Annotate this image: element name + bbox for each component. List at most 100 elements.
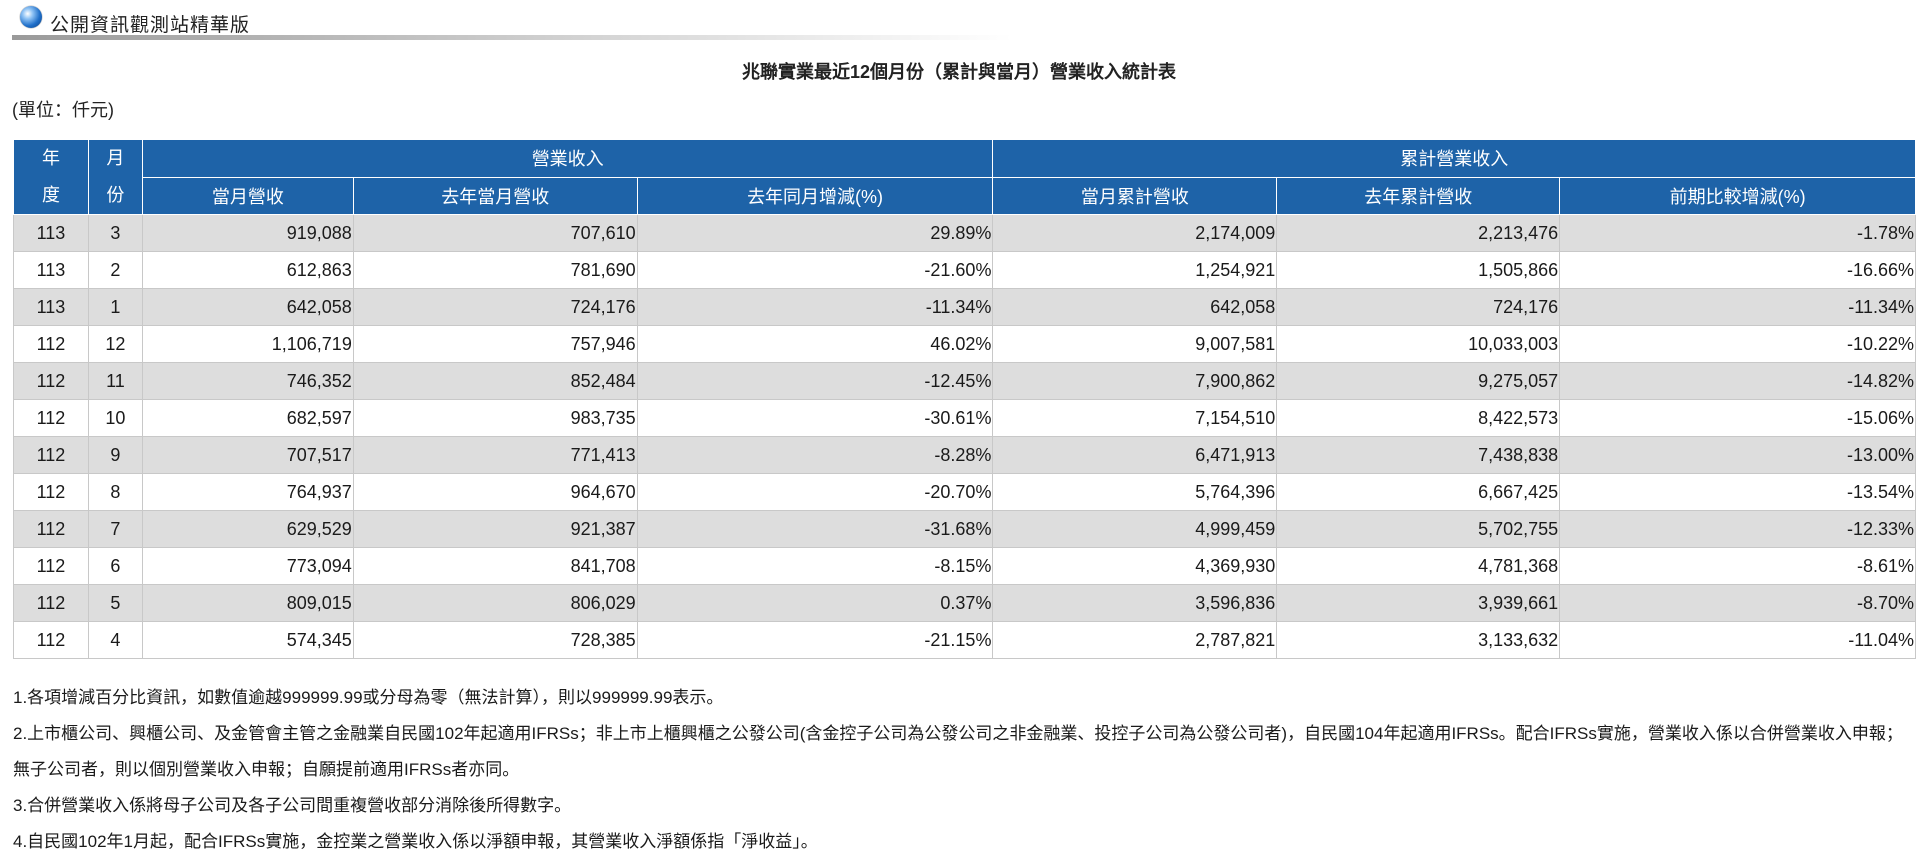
note-item: 2.上市櫃公司、興櫃公司、及金管會主管之金融業自民國102年起適用IFRSs；非… <box>13 724 1903 779</box>
year-cell: 113 <box>13 251 89 289</box>
year-cell: 112 <box>13 325 89 363</box>
cumulative-change-cell: -10.22% <box>1559 325 1916 363</box>
last-year-cumulative-revenue-cell: 6,667,425 <box>1276 473 1561 511</box>
revenue-group-header: 營業收入 <box>141 139 994 178</box>
cumulative-change-cell: -8.70% <box>1559 584 1916 622</box>
cumulative-revenue-cell: 642,058 <box>992 288 1278 326</box>
last-year-monthly-revenue-cell: 771,413 <box>352 436 638 474</box>
table-row: 112 6 773,094 841,708 -8.15% 4,369,930 4,781,3… <box>13 547 1916 585</box>
month-cell: 7 <box>87 510 143 548</box>
last-year-monthly-revenue-cell: 781,690 <box>352 251 638 289</box>
table-row: 112 10 682,597 983,735 -30.61% 7,154,510 8,422… <box>13 399 1916 437</box>
year-cell: 112 <box>13 584 89 622</box>
globe-icon <box>20 6 42 28</box>
last-year-monthly-revenue-cell: 757,946 <box>352 325 638 363</box>
year-cell: 112 <box>13 399 89 437</box>
note-item: 3.合併營業收入係將母子公司及各子公司間重複營收部分消除後所得數字。 <box>13 796 572 815</box>
table-header-row-1: 年度 月份 營業收入 累計營業收入 <box>13 139 1916 215</box>
year-header-label: 年度 <box>41 148 60 205</box>
last-year-cumulative-revenue-cell: 1,505,866 <box>1276 251 1561 289</box>
site-title: 公開資訊觀測站精華版 <box>50 15 251 36</box>
cumulative-revenue-cell: 7,900,862 <box>992 362 1278 400</box>
month-cell: 10 <box>87 399 143 437</box>
month-cell: 8 <box>87 473 143 511</box>
table-row: 112 11 746,352 852,484 -12.45% 7,900,862 9,275… <box>13 362 1916 400</box>
table-header-row-2: 當月營收 去年當月營收 去年同月增減(%) 當月累計營收 去年累計營收 前期比較… <box>14 176 1916 215</box>
cumulative-group-header: 累計營業收入 <box>992 139 1916 178</box>
monthly-change-cell: -11.34% <box>636 288 994 326</box>
column-header: 去年當月營收 <box>352 176 638 215</box>
monthly-revenue-cell: 642,058 <box>141 288 354 326</box>
monthly-change-cell: 29.89% <box>636 214 994 252</box>
year-cell: 112 <box>13 547 89 585</box>
header-divider <box>12 35 1012 40</box>
monthly-change-cell: -12.45% <box>636 362 994 400</box>
monthly-revenue-cell: 629,529 <box>141 510 354 548</box>
cumulative-revenue-cell: 2,787,821 <box>992 621 1278 659</box>
last-year-cumulative-revenue-cell: 10,033,003 <box>1276 325 1561 363</box>
cumulative-change-cell: -13.00% <box>1559 436 1916 474</box>
year-cell: 113 <box>13 214 89 252</box>
year-cell: 112 <box>13 362 89 400</box>
year-header: 年度 <box>13 139 89 215</box>
cumulative-revenue-cell: 5,764,396 <box>992 473 1278 511</box>
monthly-revenue-cell: 746,352 <box>141 362 354 400</box>
year-cell: 113 <box>13 288 89 326</box>
table-row: 112 5 809,015 806,029 0.37% 3,596,836 3,939,66… <box>13 584 1916 622</box>
cumulative-revenue-cell: 7,154,510 <box>992 399 1278 437</box>
table-body: 113 3 919,088 707,610 29.89% 2,174,009 2,213,4… <box>13 214 1916 659</box>
table-row: 113 2 612,863 781,690 -21.60% 1,254,921 1,505,… <box>13 251 1916 289</box>
table-row: 112 12 1,106,719 757,946 46.02% 9,007,581 10,0… <box>13 325 1916 363</box>
cumulative-revenue-cell: 6,471,913 <box>992 436 1278 474</box>
last-year-cumulative-revenue-cell: 2,213,476 <box>1276 214 1561 252</box>
table-row: 113 3 919,088 707,610 29.89% 2,174,009 2,213,4… <box>13 214 1916 252</box>
last-year-monthly-revenue-cell: 983,735 <box>352 399 638 437</box>
year-cell: 112 <box>13 436 89 474</box>
year-cell: 112 <box>13 473 89 511</box>
monthly-change-cell: -8.28% <box>636 436 994 474</box>
column-header: 去年同月增減(%) <box>636 176 994 215</box>
column-header: 當月累計營收 <box>992 176 1278 215</box>
column-header: 前期比較增減(%) <box>1559 176 1916 215</box>
last-year-cumulative-revenue-cell: 7,438,838 <box>1276 436 1561 474</box>
table-row: 112 7 629,529 921,387 -31.68% 4,999,459 5,702,… <box>13 510 1916 548</box>
last-year-cumulative-revenue-cell: 724,176 <box>1276 288 1561 326</box>
last-year-cumulative-revenue-cell: 3,939,661 <box>1276 584 1561 622</box>
monthly-change-cell: -30.61% <box>636 399 994 437</box>
unit-label: (單位：仟元) <box>12 100 114 120</box>
monthly-revenue-cell: 809,015 <box>141 584 354 622</box>
month-cell: 3 <box>87 214 143 252</box>
column-header: 當月營收 <box>141 176 354 215</box>
last-year-monthly-revenue-cell: 852,484 <box>352 362 638 400</box>
monthly-change-cell: -21.60% <box>636 251 994 289</box>
cumulative-revenue-cell: 4,369,930 <box>992 547 1278 585</box>
month-cell: 4 <box>87 621 143 659</box>
month-header: 月份 <box>87 139 143 215</box>
table-row: 112 4 574,345 728,385 -21.15% 2,787,821 3,133,… <box>13 621 1916 659</box>
revenue-table: 年度 月份 營業收入 累計營業收入 當月營收 去年當月營收 去年同月增減(%) … <box>13 139 1916 659</box>
note-item: 1.各項增減百分比資訊，如數值逾越999999.99或分母為零（無法計算），則以… <box>13 688 724 707</box>
cumulative-change-cell: -13.54% <box>1559 473 1916 511</box>
monthly-revenue-cell: 764,937 <box>141 473 354 511</box>
cumulative-change-cell: -16.66% <box>1559 251 1916 289</box>
monthly-revenue-cell: 919,088 <box>141 214 354 252</box>
cumulative-revenue-cell: 1,254,921 <box>992 251 1278 289</box>
table-row: 113 1 642,058 724,176 -11.34% 642,058 724,176-… <box>13 288 1916 326</box>
last-year-monthly-revenue-cell: 728,385 <box>352 621 638 659</box>
site-header: 公開資訊觀測站精華版 <box>12 4 1012 40</box>
monthly-change-cell: -21.15% <box>636 621 994 659</box>
monthly-revenue-cell: 707,517 <box>141 436 354 474</box>
monthly-change-cell: 0.37% <box>636 584 994 622</box>
monthly-revenue-cell: 682,597 <box>141 399 354 437</box>
table-row: 112 9 707,517 771,413 -8.28% 6,471,913 7,438,8… <box>13 436 1916 474</box>
notes-section: 1.各項增減百分比資訊，如數值逾越999999.99或分母為零（無法計算），則以… <box>13 680 1913 849</box>
cumulative-change-cell: -14.82% <box>1559 362 1916 400</box>
report-title: 兆聯實業最近12個月份（累計與當月）營業收入統計表 <box>741 62 1177 82</box>
last-year-cumulative-revenue-cell: 5,702,755 <box>1276 510 1561 548</box>
monthly-change-cell: -8.15% <box>636 547 994 585</box>
table-row: 112 8 764,937 964,670 -20.70% 5,764,396 6,667,… <box>13 473 1916 511</box>
monthly-change-cell: -20.70% <box>636 473 994 511</box>
cumulative-change-cell: -15.06% <box>1559 399 1916 437</box>
month-cell: 9 <box>87 436 143 474</box>
